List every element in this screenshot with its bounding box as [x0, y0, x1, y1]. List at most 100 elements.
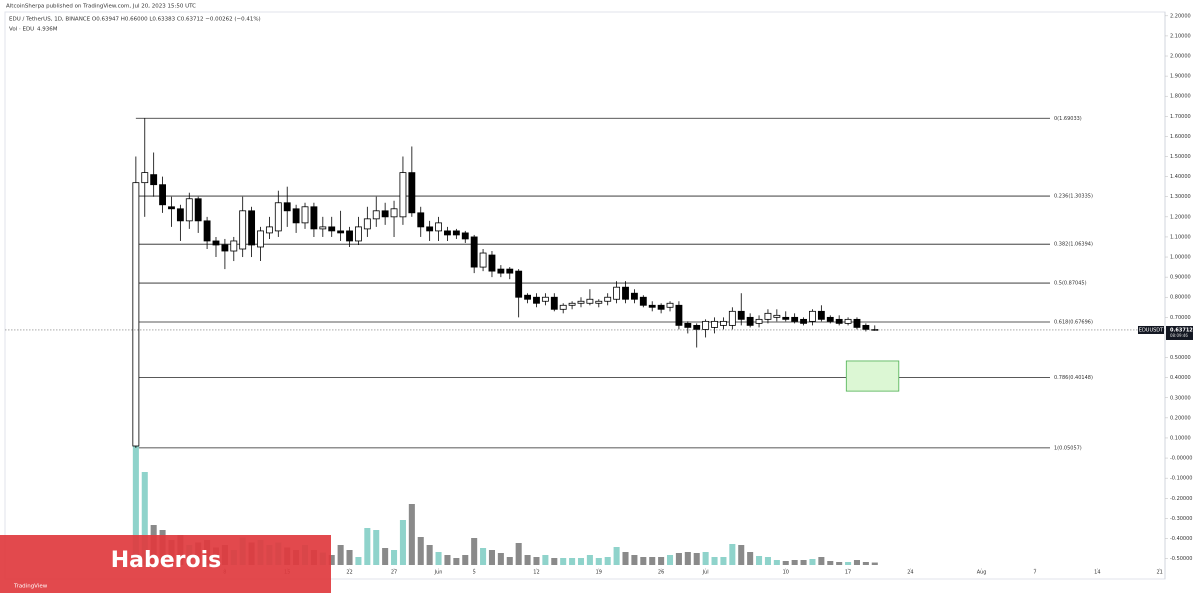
- candle-body: [355, 226, 362, 242]
- candle-body: [533, 296, 540, 304]
- y-tick-label: -0.20000: [1170, 496, 1192, 502]
- candle-body: [702, 320, 710, 330]
- y-tick-label: -0.00000: [1170, 456, 1192, 462]
- candle-body: [257, 230, 264, 248]
- fib-label: 0.786(0.40148): [1054, 375, 1093, 381]
- y-tick-label: 1.10000: [1170, 234, 1191, 240]
- candle-body: [390, 208, 398, 218]
- volume-bar: [613, 547, 620, 565]
- x-tick-label: 19: [596, 570, 602, 576]
- x-tick-label: 5: [473, 570, 476, 576]
- volume-bar: [720, 557, 727, 565]
- candle-body: [541, 296, 549, 302]
- candle-body: [524, 294, 532, 300]
- candle-body: [132, 182, 140, 447]
- volume-bar: [764, 557, 771, 565]
- candle-body: [782, 316, 790, 320]
- y-tick-label: 0.50000: [1170, 355, 1191, 361]
- volume-bar: [871, 562, 878, 565]
- x-tick-label: 22: [346, 570, 352, 576]
- price-tag: [1166, 325, 1193, 340]
- fib-label: 0.5(0.87045): [1054, 281, 1087, 287]
- candle-body: [319, 226, 327, 230]
- volume-bar: [391, 550, 398, 565]
- y-tick-label: 0.20000: [1170, 415, 1191, 421]
- volume-bar: [800, 560, 807, 565]
- volume-bar: [845, 562, 852, 565]
- y-tick-label: -0.10000: [1170, 476, 1192, 482]
- x-tick-label: 7: [1033, 570, 1036, 576]
- volume-bar: [462, 555, 469, 565]
- volume-bar: [426, 545, 433, 565]
- candle-body: [185, 198, 193, 222]
- banner: [0, 535, 331, 593]
- volume-bar: [364, 528, 371, 565]
- y-tick-label: 1.00000: [1170, 255, 1191, 261]
- volume-bar: [738, 545, 745, 565]
- candle-body: [248, 210, 256, 246]
- candle-body: [559, 304, 567, 310]
- volume-legend: Vol · EDU: [9, 27, 34, 33]
- candle-body: [346, 230, 353, 242]
- x-tick-label: 17: [845, 570, 851, 576]
- y-tick-label: 2.20000: [1170, 13, 1191, 19]
- candle-body: [399, 172, 407, 218]
- volume-bar: [435, 552, 442, 565]
- volume-bar: [444, 555, 451, 565]
- volume-bar: [417, 537, 424, 565]
- y-tick-label: 0.90000: [1170, 275, 1191, 281]
- candle-body: [666, 302, 674, 308]
- symbol-tag: [1138, 325, 1164, 334]
- candle-body: [639, 296, 647, 306]
- candle-body: [693, 324, 701, 330]
- published-line: AltcoinSherpa published on TradingView.c…: [6, 4, 196, 10]
- candle-body: [684, 322, 692, 328]
- candle-body: [853, 318, 861, 328]
- candle-body: [230, 240, 238, 252]
- candle-body: [337, 230, 345, 234]
- candle-body: [773, 314, 781, 318]
- volume-bar: [747, 552, 754, 565]
- y-tick-label: 0.70000: [1170, 315, 1191, 321]
- candle-body: [711, 320, 718, 328]
- candle-body: [577, 300, 585, 304]
- x-tick-label: 21: [1156, 570, 1162, 576]
- candle-body: [239, 210, 247, 250]
- candle-body: [844, 318, 852, 324]
- candle-body: [363, 218, 371, 230]
- candle-body: [292, 208, 300, 224]
- volume-bar: [542, 555, 549, 565]
- candle-body: [755, 318, 763, 324]
- candle-body: [657, 304, 665, 310]
- y-tick-label: -0.40000: [1170, 536, 1192, 542]
- candle-body: [265, 226, 273, 234]
- candle-body: [737, 310, 745, 320]
- fib-label: 1(0.05057): [1054, 445, 1082, 451]
- volume-bar: [791, 560, 798, 565]
- y-tick-label: 0.80000: [1170, 295, 1191, 301]
- volume-bar: [622, 552, 629, 565]
- candle-body: [862, 324, 870, 330]
- volume-bar: [702, 552, 709, 565]
- candle-body: [515, 270, 523, 298]
- volume-bar: [488, 550, 495, 565]
- plot-frame: [4, 11, 1166, 580]
- candle-body: [461, 232, 469, 240]
- y-tick-label: 0.10000: [1170, 435, 1191, 441]
- candle-body: [488, 254, 496, 272]
- volume-bar: [132, 425, 139, 565]
- candle-body: [728, 310, 736, 326]
- y-tick-label: 1.50000: [1170, 154, 1191, 160]
- volume-bar: [453, 558, 460, 565]
- x-tick-label: 12: [533, 570, 539, 576]
- candle-body: [630, 292, 638, 300]
- volume-bar: [782, 561, 789, 565]
- candle-body: [444, 230, 451, 236]
- x-tick-label: Jun: [434, 570, 443, 576]
- candle-body: [452, 230, 460, 236]
- candle-body: [328, 226, 336, 232]
- volume-bar: [551, 558, 558, 565]
- volume-bar: [675, 553, 682, 565]
